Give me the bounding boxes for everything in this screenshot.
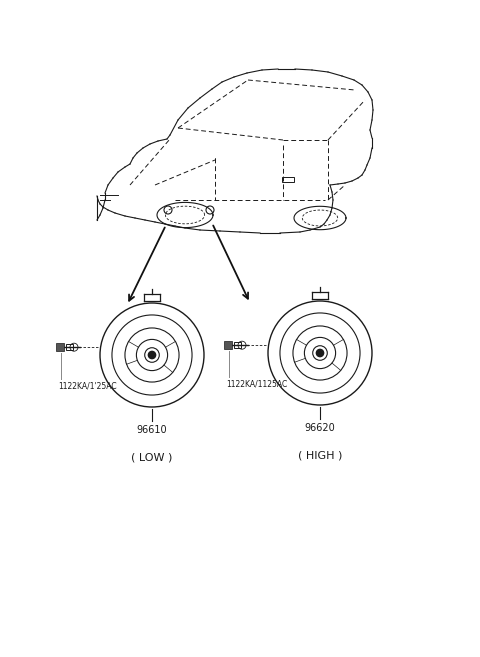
Text: 96620: 96620 (305, 423, 336, 433)
Text: 1122KA/1125AC: 1122KA/1125AC (226, 379, 287, 388)
Text: ( HIGH ): ( HIGH ) (298, 451, 342, 461)
Text: 1122KA/1'25AC: 1122KA/1'25AC (58, 381, 117, 390)
Bar (282, 177, 294, 182)
Bar (224, 341, 232, 350)
Circle shape (148, 351, 156, 359)
Text: ( LOW ): ( LOW ) (132, 453, 173, 463)
Bar (234, 342, 241, 348)
Bar (66, 344, 73, 350)
Bar (56, 343, 64, 351)
Circle shape (316, 350, 324, 357)
Text: 96610: 96610 (137, 425, 168, 435)
